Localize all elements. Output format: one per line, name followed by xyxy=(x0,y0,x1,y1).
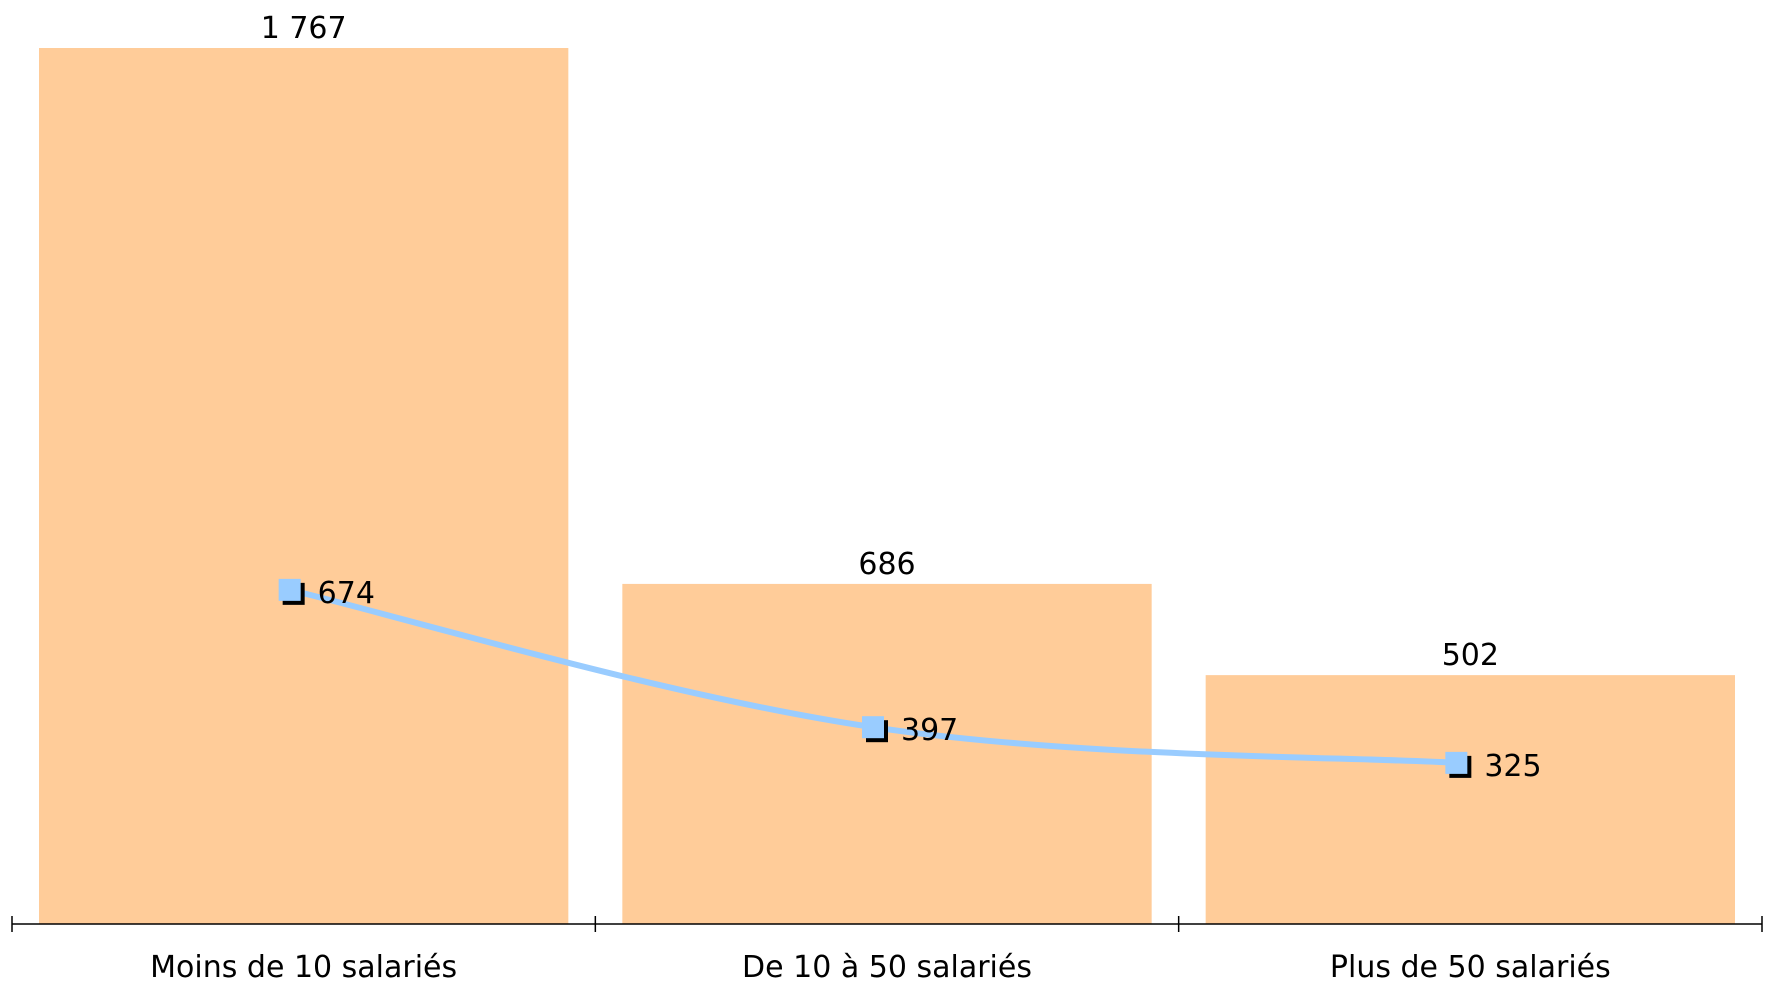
line-value-label-2: 397 xyxy=(901,713,958,748)
line-marker-2 xyxy=(862,716,884,739)
line-value-label-3: 325 xyxy=(1484,749,1541,784)
bar-value-label-3: 502 xyxy=(1442,638,1499,673)
bar-2 xyxy=(622,583,1152,924)
line-marker-3 xyxy=(1445,751,1468,774)
x-tick-label-2: De 10 à 50 salariés xyxy=(742,950,1032,984)
x-axis-tick-labels: Moins de 10 salariés De 10 à 50 salariés P… xyxy=(150,950,1611,984)
line-value-label-1: 674 xyxy=(318,576,375,611)
bar-3 xyxy=(1205,675,1735,924)
x-tick-label-1: Moins de 10 salariés xyxy=(150,950,457,984)
line-labels-layer: 674 397 325 xyxy=(318,576,1542,784)
bar-value-label-1: 1 767 xyxy=(261,11,347,46)
bar-labels-layer: 1 767 686 502 xyxy=(261,11,1499,673)
bars-layer xyxy=(39,48,1735,924)
x-tick-label-3: Plus de 50 salariés xyxy=(1330,950,1611,984)
markers-layer xyxy=(278,578,1472,778)
x-axis xyxy=(11,916,1763,932)
line-marker-1 xyxy=(278,578,301,601)
bar-value-label-2: 686 xyxy=(858,547,915,582)
bar-1 xyxy=(39,48,569,924)
